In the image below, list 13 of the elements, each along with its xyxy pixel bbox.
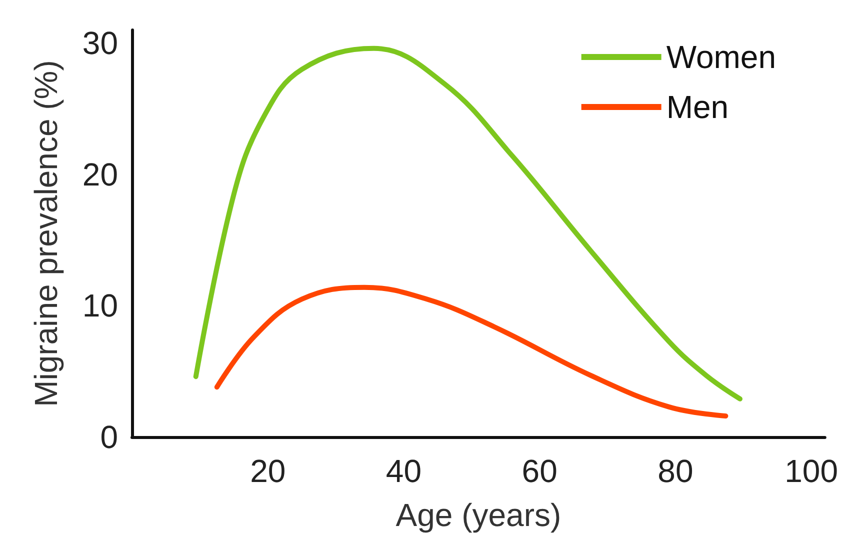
- legend-label: Women: [666, 39, 776, 75]
- x-tick-label: 80: [658, 453, 694, 489]
- x-tick-label: 60: [522, 453, 558, 489]
- y-tick-label: 30: [82, 25, 118, 62]
- y-tick-label: 20: [82, 156, 118, 192]
- y-axis-title: Migraine prevalence (%): [28, 60, 64, 407]
- legend-label: Men: [666, 89, 729, 125]
- y-tick-label: 0: [100, 419, 118, 455]
- y-tick-label: 10: [82, 288, 118, 324]
- x-tick-label: 100: [784, 453, 838, 489]
- x-tick-label: 40: [386, 453, 422, 489]
- x-axis-title: Age (years): [396, 497, 562, 533]
- x-tick-label: 20: [250, 453, 286, 489]
